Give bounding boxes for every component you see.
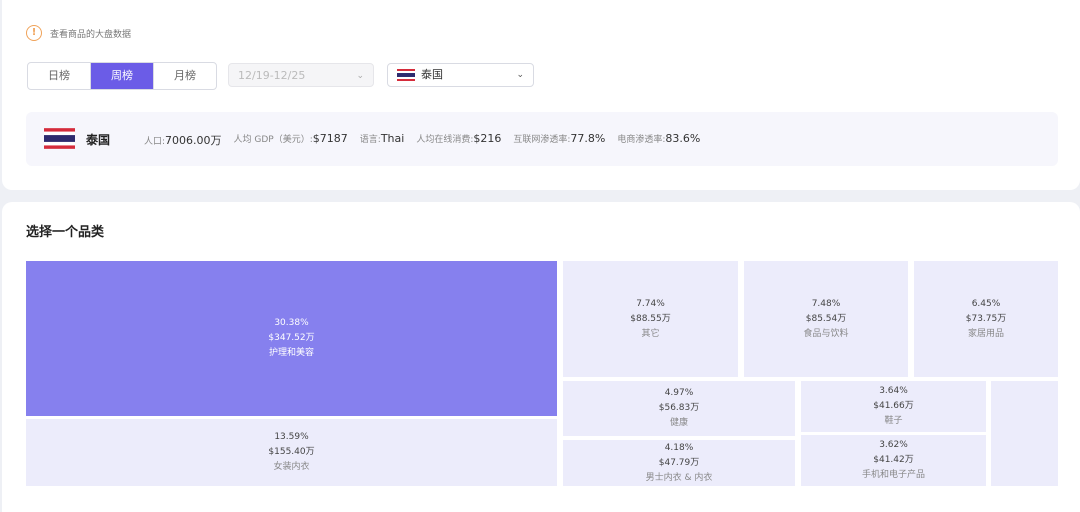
category-tile[interactable]: 7.74% $88.55万 其它 (563, 261, 738, 377)
stat-value: 7006.00万 (165, 134, 222, 147)
tab-monthly[interactable]: 月榜 (174, 69, 196, 82)
category-amount: $347.52万 (268, 333, 315, 343)
category-share: 6.45% (971, 298, 1001, 309)
category-share: 4.97% (664, 388, 694, 398)
stat-online-spend: 人均在线消费:$216 (416, 132, 501, 148)
category-tile[interactable]: 3.64% $41.66万 鞋子 (801, 381, 986, 432)
notice: ! 查看商品的大盘数据 (26, 25, 131, 41)
country-select[interactable]: 泰国 ⌄ (387, 63, 534, 87)
category-share: 7.74% (636, 298, 665, 309)
category-tile[interactable]: 4.18% $47.79万 男士内衣 & 内衣 (563, 440, 795, 486)
period-tabs: 日榜 周榜 月榜 (27, 62, 217, 90)
stat-gdp: 人均 GDP（美元）:$7187 (234, 132, 348, 148)
category-amount: $85.54万 (805, 313, 847, 324)
category-amount: $155.40万 (268, 447, 315, 457)
category-amount: $41.66万 (873, 401, 914, 411)
category-share: 4.18% (664, 442, 694, 453)
tab-daily[interactable]: 日榜 (28, 63, 91, 89)
category-amount: $73.75万 (965, 313, 1007, 324)
category-share: 3.62% (879, 440, 908, 450)
category-tile[interactable]: 30.38% $347.52万 护理和美容 (26, 261, 557, 416)
date-range-value: 12/19-12/25 (238, 69, 306, 82)
category-share: 7.48% (811, 298, 841, 309)
category-share: 30.38% (274, 318, 309, 328)
stat-value: Thai (380, 132, 405, 145)
stat-value: $7187 (312, 132, 348, 145)
category-tile[interactable]: 7.48% $85.54万 食品与饮料 (744, 261, 908, 377)
category-name: 健康 (669, 418, 688, 428)
category-amount: $41.42万 (873, 455, 914, 465)
country-info-bar: 泰国 人口:7006.00万 人均 GDP（美元）:$7187 语言:Thai … (26, 112, 1058, 166)
category-name: 女装内衣 (273, 462, 310, 472)
chevron-down-icon: ⌄ (356, 71, 364, 81)
category-name: 鞋子 (884, 416, 903, 426)
category-tile[interactable]: 13.59% $155.40万 女装内衣 (26, 419, 557, 486)
stat-value: 83.6% (665, 132, 701, 145)
stat-population: 人口:7006.00万 (144, 132, 222, 148)
category-tile[interactable] (991, 381, 1058, 486)
category-share: 3.64% (879, 386, 908, 396)
thailand-flag-icon (397, 69, 415, 81)
chevron-down-icon: ⌄ (516, 70, 524, 80)
country-stats: 人口:7006.00万 人均 GDP（美元）:$7187 语言:Thai 人均在… (144, 132, 712, 148)
stat-internet-penetration: 互联网渗透率:77.8% (513, 132, 605, 148)
tab-weekly[interactable]: 周榜 (91, 63, 154, 89)
category-name: 手机和电子产品 (861, 470, 925, 480)
date-range-select[interactable]: 12/19-12/25 ⌄ (228, 63, 374, 87)
stat-value: $216 (473, 132, 502, 145)
category-amount: $88.55万 (630, 313, 671, 324)
category-tile[interactable]: 6.45% $73.75万 家居用品 (914, 261, 1058, 377)
category-name: 男士内衣 & 内衣 (645, 472, 713, 483)
category-name: 食品与饮料 (803, 328, 849, 339)
stat-label: 电商渗透率: (617, 135, 666, 145)
stat-label: 人均在线消费: (416, 135, 474, 145)
category-tile[interactable]: 3.62% $41.42万 手机和电子产品 (801, 435, 986, 486)
category-amount: $47.79万 (658, 457, 700, 468)
info-icon: ! (26, 25, 42, 41)
category-name: 其它 (641, 328, 660, 339)
section-title: 选择一个品类 (26, 225, 105, 240)
category-name: 护理和美容 (268, 348, 314, 358)
stat-ecommerce-penetration: 电商渗透率:83.6% (617, 132, 700, 148)
category-share: 13.59% (274, 432, 309, 442)
stat-label: 互联网渗透率: (513, 135, 571, 145)
stat-label: 语言: (359, 135, 381, 145)
stat-label: 人均 GDP（美元）: (233, 135, 313, 145)
info-country-name: 泰国 (86, 133, 111, 147)
category-name: 家居用品 (967, 328, 1004, 339)
category-tile[interactable]: 4.97% $56.83万 健康 (563, 381, 795, 436)
category-amount: $56.83万 (658, 403, 700, 413)
stat-language: 语言:Thai (360, 132, 405, 148)
country-select-value: 泰国 (421, 68, 443, 81)
stat-label: 人口: (144, 137, 166, 147)
stat-value: 77.8% (570, 132, 606, 145)
thailand-flag-icon (44, 128, 75, 149)
notice-text: 查看商品的大盘数据 (50, 29, 132, 40)
